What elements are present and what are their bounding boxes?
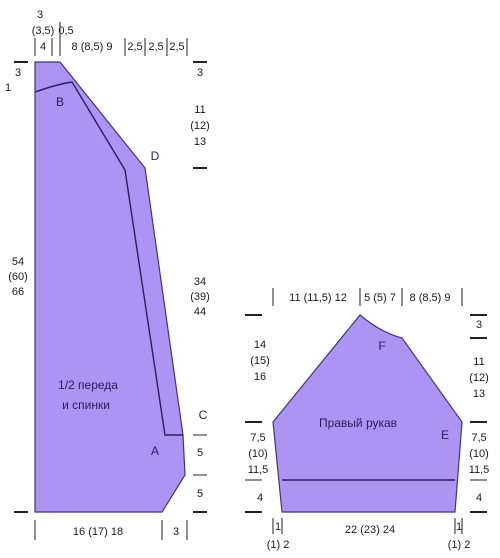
- dimension-label: 11,5: [469, 464, 490, 476]
- dimension-label: 5: [197, 488, 203, 500]
- dimension-label: 44: [194, 306, 206, 318]
- dimension-label: 3: [197, 67, 203, 79]
- seam-line: [34, 81, 183, 436]
- dimension-label: 3: [37, 9, 43, 21]
- dimension-label: 66: [12, 286, 24, 298]
- piece-caption: Правый рукав: [319, 416, 397, 430]
- dimension-label: 2,5: [127, 41, 142, 53]
- dimension-label: 13: [473, 388, 485, 400]
- dimension-label: 8 (8,5) 9: [72, 41, 113, 53]
- point-label: A: [151, 444, 159, 458]
- front-back-piece: [34, 61, 186, 513]
- dimension-label: 34: [194, 276, 206, 288]
- dimension-label: 1: [5, 82, 11, 94]
- dimension-label: 3: [173, 526, 179, 538]
- piece-caption: 1/2 переда: [58, 378, 118, 392]
- dimension-lines: [14, 22, 487, 540]
- dimension-label: (1) 2: [267, 539, 290, 551]
- dimension-label: (12): [190, 120, 210, 132]
- dimension-label: 3: [476, 319, 482, 331]
- dimension-label: 7,5: [471, 432, 486, 444]
- dimension-label: 54: [12, 256, 24, 268]
- piece-caption: и спинки: [62, 398, 110, 412]
- dimension-label: (3,5): [32, 25, 55, 37]
- dimension-label: 7,5: [250, 432, 265, 444]
- point-label: E: [441, 428, 449, 442]
- dimension-label: 1: [275, 521, 281, 533]
- dimension-label: 0,5: [58, 25, 73, 37]
- dimension-label: (10): [469, 448, 489, 460]
- dimension-label: 11 (11,5) 12: [289, 292, 347, 304]
- dimension-label: (12): [469, 372, 489, 384]
- dimension-label: 22 (23) 24: [345, 524, 395, 536]
- sleeve-shape: [272, 314, 463, 513]
- dimension-label: 5: [197, 447, 203, 459]
- front-back-shape: [34, 61, 186, 513]
- point-label: B: [56, 95, 64, 109]
- dimension-label: 11: [473, 356, 484, 368]
- dimension-label: 14: [254, 339, 266, 351]
- dimension-label: 4: [476, 492, 482, 504]
- dimension-label: (1) 2: [448, 539, 471, 551]
- sleeve-piece: [272, 314, 463, 513]
- dimension-label: (39): [190, 291, 210, 303]
- point-label: F: [378, 339, 385, 353]
- point-label: D: [151, 149, 160, 163]
- dimension-label: 1: [456, 521, 462, 533]
- dimension-label: 4: [40, 41, 46, 53]
- dimension-label: 5 (5) 7: [364, 292, 396, 304]
- dimension-label: 11,5: [248, 464, 269, 476]
- dimension-label: (10): [248, 448, 268, 460]
- dimension-label: 11: [194, 104, 205, 116]
- dimension-label: (60): [8, 271, 28, 283]
- point-label: C: [199, 408, 208, 422]
- dimension-label: 2,5: [169, 41, 184, 53]
- dimension-label: 16 (17) 18: [73, 526, 123, 538]
- dimension-label: 4: [257, 492, 263, 504]
- dimension-label: (15): [250, 355, 270, 367]
- dimension-label: 2,5: [148, 41, 163, 53]
- dimension-label: 3: [15, 67, 21, 79]
- dimension-label: 8 (8,5) 9: [410, 292, 451, 304]
- dimension-label: 16: [254, 371, 266, 383]
- dimension-label: 13: [194, 136, 206, 148]
